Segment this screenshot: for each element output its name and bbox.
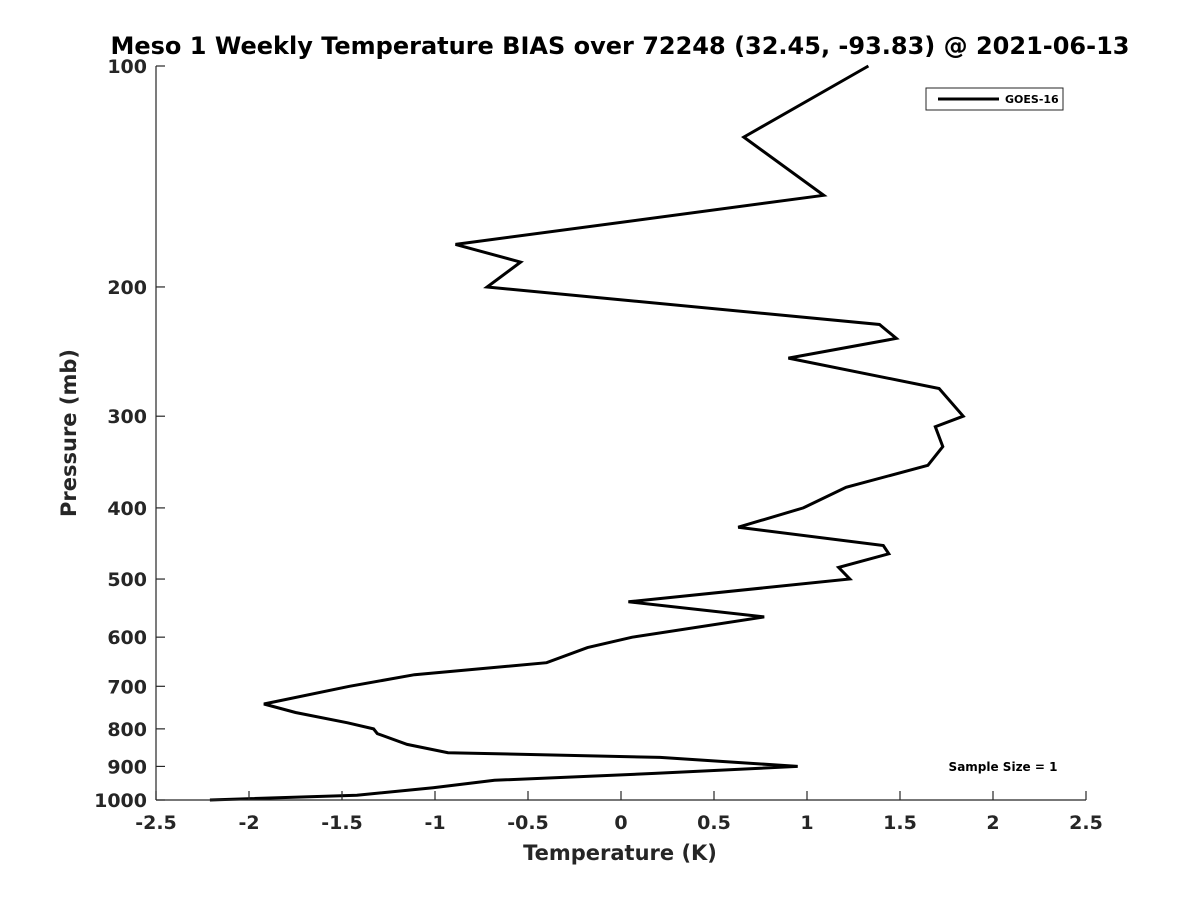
chart-title: Meso 1 Weekly Temperature BIAS over 7224… [110, 32, 1129, 60]
legend: GOES-16 [925, 87, 1064, 111]
x-tick-label: 2 [986, 812, 999, 834]
x-tick-label: -2.5 [135, 812, 177, 834]
x-tick-label: 2.5 [1069, 812, 1103, 834]
x-tick-label: 1.5 [883, 812, 917, 834]
x-tick-label: -1 [424, 812, 445, 834]
x-tick-label: 1 [800, 812, 813, 834]
y-tick-label: 300 [107, 406, 147, 428]
y-tick-label: 100 [107, 56, 147, 78]
sample-size-annotation: Sample Size = 1 [949, 760, 1058, 774]
y-tick-label: 700 [107, 676, 147, 698]
legend-label-goes-16: GOES-16 [1005, 93, 1059, 106]
x-axis-label: Temperature (K) [523, 841, 717, 865]
y-tick-label: 800 [107, 719, 147, 741]
y-tick-label: 1000 [94, 790, 147, 812]
x-tick-label: -1.5 [321, 812, 363, 834]
x-tick-label: -2 [238, 812, 259, 834]
x-tick-label: 0.5 [697, 812, 731, 834]
y-tick-label: 600 [107, 627, 147, 649]
plot-area: -2.5 -2 -1.5 -1 -0.5 0 0.5 1 1.5 2 2.5 100 200 300 400… [94, 56, 1103, 834]
y-tick-label: 900 [107, 756, 147, 778]
x-tick-label: -0.5 [507, 812, 549, 834]
series-line-goes-16 [209, 64, 966, 802]
y-tick-label: 200 [107, 277, 147, 299]
y-axis-label: Pressure (mb) [57, 349, 81, 517]
y-tick-label: 400 [107, 498, 147, 520]
y-tick-label: 500 [107, 569, 147, 591]
x-tick-label: 0 [614, 812, 627, 834]
